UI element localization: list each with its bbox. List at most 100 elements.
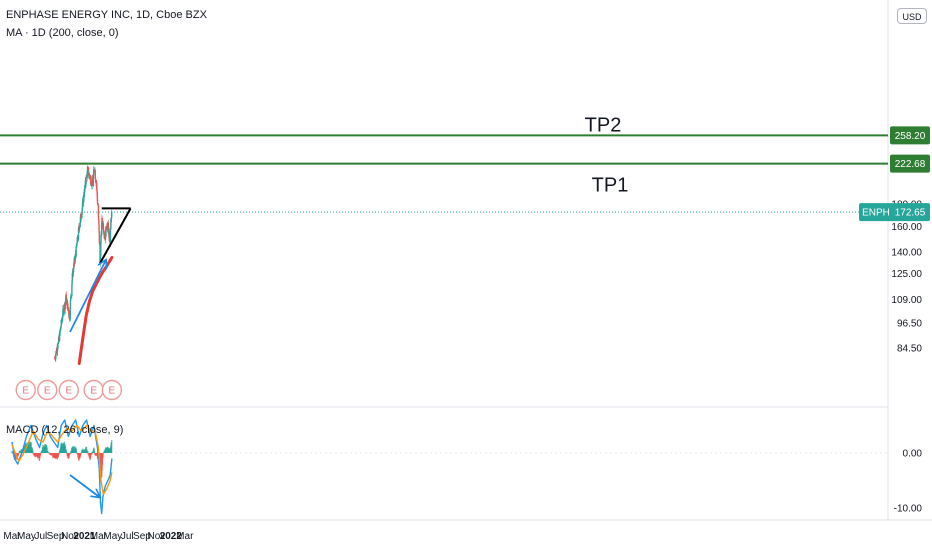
macd-line[interactable]: [11, 419, 113, 515]
earnings-marker[interactable]: [58, 379, 80, 401]
chart-title: ENPHASE ENERGY INC, 1D, Cboe BZX: [6, 9, 207, 21]
candle-body: [59, 327, 62, 330]
macd-histogram-bar: [70, 451, 72, 453]
macd-histogram-bar: [80, 453, 82, 454]
candle-body: [74, 257, 76, 263]
candle-body: [81, 202, 84, 208]
candle-body: [109, 228, 112, 242]
candle-body: [101, 223, 104, 227]
earnings-marker-label: E: [65, 386, 72, 397]
earnings-marker[interactable]: [15, 379, 36, 401]
x-tick-label: May: [103, 531, 122, 542]
macd-histogram-bar: [32, 450, 34, 453]
candle-body: [82, 200, 84, 203]
candle-body: [71, 284, 73, 296]
x-tick-label: Nov: [147, 531, 165, 542]
candle-body: [68, 311, 70, 315]
candle-body: [106, 223, 109, 226]
candle-body: [111, 212, 113, 213]
candle-body: [100, 243, 102, 257]
tp-price-tag: [890, 154, 930, 173]
triangle-trend-line[interactable]: [99, 207, 132, 264]
macd-histogram-bar: [66, 451, 68, 453]
candle-body: [92, 169, 95, 175]
earnings-marker-label: E: [90, 386, 97, 397]
candle-body: [83, 194, 85, 203]
candle-body: [97, 205, 100, 218]
last-price-label: 172.65: [895, 208, 926, 219]
earnings-marker-label: E: [22, 386, 29, 397]
x-tick-label: Sep: [133, 531, 151, 542]
candle-body: [96, 202, 99, 206]
macd-histogram-bar: [93, 451, 96, 453]
tp-price-label: 258.20: [895, 131, 926, 142]
candle-body: [73, 259, 76, 263]
price-arrow-drawing[interactable]: [69, 260, 106, 333]
earnings-marker[interactable]: [37, 379, 58, 401]
macd-histogram-bar: [79, 453, 81, 458]
macd-histogram-bar: [91, 452, 93, 453]
macd-histogram-bar: [70, 453, 72, 454]
candle-body: [79, 217, 82, 223]
ma-200-line[interactable]: [77, 256, 114, 365]
currency-button[interactable]: USD: [897, 8, 927, 24]
earnings-marker-label: E: [44, 386, 51, 397]
candle-body: [62, 309, 64, 317]
ma-legend[interactable]: MA · 1D (200, close, 0): [6, 27, 119, 39]
candle-body: [60, 320, 62, 327]
x-tick-label: Jul: [121, 531, 134, 542]
candle-body: [71, 280, 73, 285]
macd-histogram-bar: [65, 450, 67, 453]
macd-histogram-bar: [12, 451, 14, 453]
x-tick-label: Mar: [176, 531, 194, 542]
candle-body: [67, 307, 70, 312]
candle-body: [92, 174, 95, 186]
candle-body: [87, 166, 89, 169]
x-tick-label: Nov: [61, 531, 79, 542]
macd-histogram-bar: [48, 452, 50, 453]
candle-body: [80, 217, 82, 219]
macd-histogram-bar: [90, 453, 93, 455]
candle-body: [101, 223, 103, 235]
candle-body: [77, 239, 79, 241]
macd-histogram-bar: [93, 448, 95, 453]
x-tick-label: 2021: [73, 531, 96, 542]
tp-level-name: TP2: [585, 114, 622, 136]
candle-body: [55, 351, 57, 354]
macd-histogram-bar: [80, 453, 82, 456]
macd-histogram-bar: [91, 452, 94, 454]
macd-pane: [0, 419, 888, 515]
candle-body: [76, 242, 78, 244]
macd-arrow-drawing[interactable]: [69, 474, 99, 497]
signal-line[interactable]: [11, 424, 113, 495]
earnings-marker[interactable]: [101, 379, 123, 401]
tp-level-name: TP1: [592, 175, 629, 197]
candle-body: [77, 228, 80, 240]
candle-body: [69, 299, 72, 310]
candle-body: [70, 295, 72, 297]
candle-body: [59, 329, 61, 333]
candle-body: [107, 223, 110, 228]
macd-legend[interactable]: MACD (12, 26, close, 9): [6, 424, 124, 436]
macd-histogram-bar: [18, 453, 20, 455]
macd-histogram-bar: [48, 453, 51, 455]
tp-price-label: 222.68: [895, 159, 926, 170]
candle-body: [58, 332, 61, 341]
candle-body: [85, 177, 87, 185]
candle-body: [84, 185, 86, 189]
candle-body: [102, 223, 105, 231]
last-price-tag: [859, 203, 930, 222]
candle-body: [100, 234, 102, 244]
macd-histogram-bar: [87, 451, 89, 453]
price-pane: TP2 TP1 E E E E E: [0, 114, 888, 401]
macd-histogram-bar: [91, 453, 93, 454]
candle-body: [90, 183, 92, 185]
candle-body: [99, 256, 102, 259]
candle-body: [96, 182, 98, 190]
y-tick-label: 109.00: [891, 295, 922, 306]
macd-histogram-bar: [46, 447, 48, 453]
candle-body: [98, 231, 101, 244]
macd-histogram-bar: [17, 453, 19, 457]
